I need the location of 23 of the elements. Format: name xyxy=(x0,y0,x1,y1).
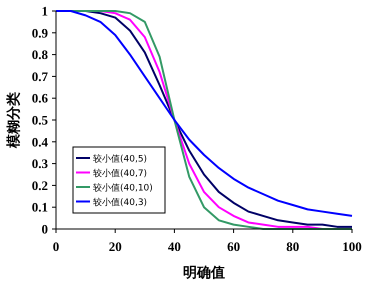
y-tick-label: 0 xyxy=(42,222,48,236)
x-axis-title: 明确值 xyxy=(183,265,225,281)
y-tick-label: 0.8 xyxy=(32,47,48,62)
x-tick-label: 80 xyxy=(286,239,300,254)
legend-label: 较小值(40,7) xyxy=(93,168,148,179)
x-tick-label: 100 xyxy=(342,239,362,254)
y-tick-label: 0.1 xyxy=(32,200,48,215)
legend-label: 较小值(40,3) xyxy=(93,197,148,208)
y-tick-label: 0.4 xyxy=(32,134,48,150)
y-axis-title: 模糊分类 xyxy=(6,92,22,149)
y-tick-label: 1 xyxy=(42,4,48,18)
y-tick-label: 0.3 xyxy=(32,156,48,172)
y-tick-label: 0.7 xyxy=(32,68,48,84)
x-tick-label: 40 xyxy=(168,239,181,254)
y-tick-label: 0.9 xyxy=(32,25,48,40)
legend-label: 较小值(40,10) xyxy=(93,182,153,194)
x-tick-label: 60 xyxy=(227,239,240,254)
legend-label: 较小值(40,5) xyxy=(93,154,148,164)
y-tick-label: 0.5 xyxy=(32,112,48,128)
y-tick-label: 0.6 xyxy=(32,90,48,106)
x-tick-label: 20 xyxy=(108,239,122,254)
y-tick-label: 0.2 xyxy=(32,178,48,193)
x-tick-label: 0 xyxy=(52,239,60,254)
